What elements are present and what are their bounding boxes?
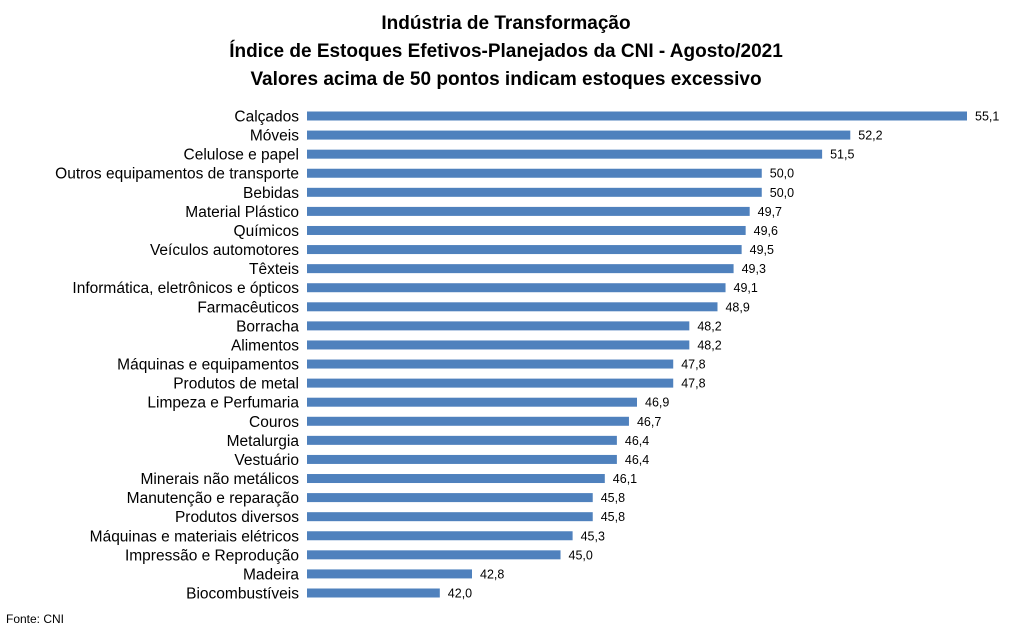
title-line-2: Índice de Estoques Efetivos-Planejados d… [229, 41, 783, 62]
value-label: 42,0 [448, 587, 472, 601]
value-label: 46,4 [625, 434, 649, 448]
category-label: Minerais não metálicos [140, 471, 299, 488]
value-label: 49,7 [758, 205, 782, 219]
bar [307, 168, 762, 178]
value-label: 55,1 [975, 110, 999, 124]
category-label: Material Plástico [185, 204, 299, 221]
value-label: 42,8 [480, 567, 504, 581]
bar [307, 512, 593, 522]
chart-title: Indústria de Transformação Índice de Est… [0, 10, 1012, 94]
category-label: Têxteis [249, 261, 299, 278]
bar [307, 588, 440, 598]
bar [307, 493, 593, 503]
category-label: Químicos [234, 223, 300, 240]
value-label: 49,1 [734, 281, 758, 295]
bar [307, 321, 690, 331]
value-label: 47,8 [681, 358, 705, 372]
category-label: Calçados [234, 109, 299, 126]
bar [307, 302, 718, 312]
value-label: 46,4 [625, 453, 649, 467]
value-label: 49,5 [750, 243, 774, 257]
category-label: Máquinas e equipamentos [117, 357, 299, 374]
value-label: 51,5 [830, 148, 854, 162]
category-label: Metalurgia [227, 433, 300, 450]
value-label: 48,9 [725, 300, 749, 314]
category-label: Couros [249, 414, 299, 431]
value-label: 50,0 [770, 167, 794, 181]
title-line-3: Valores acima de 50 pontos indicam estoq… [250, 69, 762, 90]
category-label: Biocombustíveis [186, 586, 299, 603]
source-note: Fonte: CNI [6, 612, 65, 626]
value-label: 47,8 [681, 377, 705, 391]
value-label: 49,3 [742, 262, 766, 276]
title-line-1: Indústria de Transformação [381, 13, 631, 34]
category-label: Móveis [250, 128, 299, 145]
bar [307, 454, 617, 464]
bar [307, 283, 726, 293]
category-label: Celulose e papel [184, 147, 299, 164]
bar [307, 378, 674, 388]
bar [307, 550, 561, 560]
value-label: 52,2 [858, 129, 882, 143]
category-label: Farmacêuticos [197, 299, 299, 316]
bar [307, 130, 851, 140]
value-label: 45,0 [569, 548, 593, 562]
bar [307, 359, 674, 369]
value-label: 45,8 [601, 491, 625, 505]
value-label: 45,3 [581, 529, 605, 543]
category-label: Limpeza e Perfumaria [147, 395, 299, 412]
value-label: 49,6 [754, 224, 778, 238]
category-label: Manutenção e reparação [127, 490, 299, 507]
category-label: Produtos de metal [173, 376, 299, 393]
category-label: Bebidas [243, 185, 299, 202]
category-label: Borracha [236, 318, 299, 335]
category-label: Alimentos [231, 337, 299, 354]
bar [307, 225, 746, 235]
value-label: 45,8 [601, 510, 625, 524]
bar [307, 111, 967, 121]
bar [307, 340, 690, 350]
category-label: Veículos automotores [150, 242, 299, 259]
category-label: Vestuário [234, 452, 299, 469]
category-label: Produtos diversos [175, 509, 299, 526]
bar [307, 435, 617, 445]
value-label: 46,1 [613, 472, 637, 486]
bar [307, 416, 629, 426]
bar [307, 474, 605, 484]
bar [307, 531, 573, 541]
bar [307, 569, 472, 579]
category-label: Informática, eletrônicos e ópticos [72, 280, 299, 297]
value-label: 50,0 [770, 186, 794, 200]
category-label: Impressão e Reprodução [125, 547, 299, 564]
value-label: 48,2 [697, 338, 721, 352]
bar [307, 206, 750, 216]
value-label: 48,2 [697, 319, 721, 333]
value-label: 46,7 [637, 415, 661, 429]
bar [307, 397, 637, 407]
bar [307, 264, 734, 274]
bar [307, 245, 742, 255]
bar [307, 149, 823, 159]
bar [307, 187, 762, 197]
category-label: Outros equipamentos de transporte [55, 166, 299, 183]
category-label: Madeira [243, 566, 299, 583]
value-label: 46,9 [645, 396, 669, 410]
category-label: Máquinas e materiais elétricos [90, 528, 300, 545]
